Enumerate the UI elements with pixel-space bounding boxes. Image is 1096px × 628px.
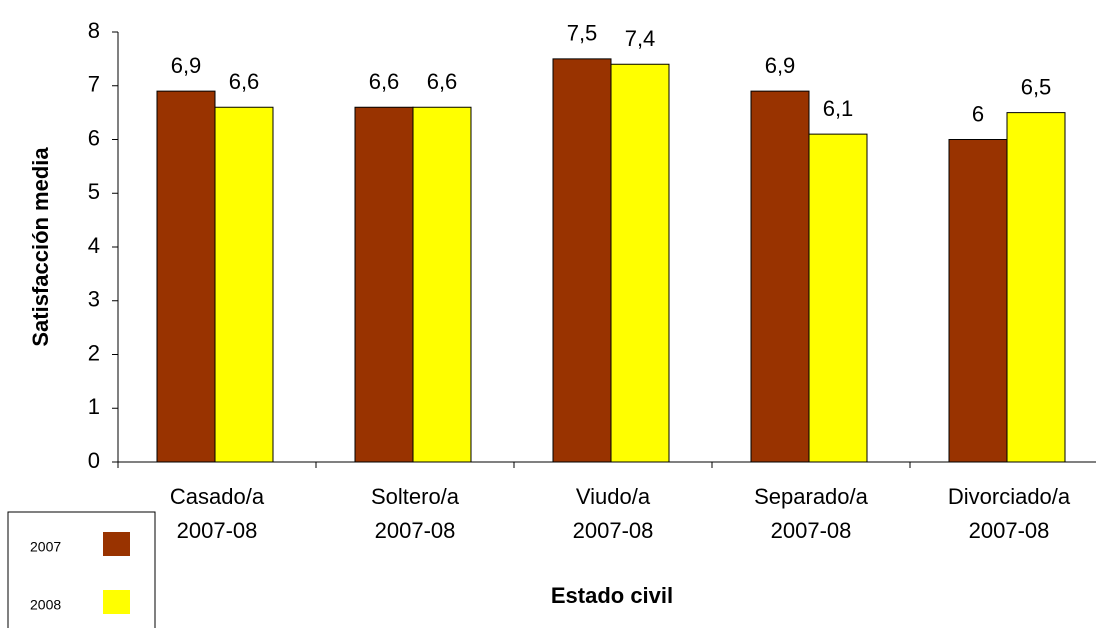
value-label: 6,9 [171,53,202,78]
value-label: 6,6 [369,69,400,94]
value-label: 6 [972,101,984,126]
value-label: 6,5 [1021,74,1052,99]
y-tick-label: 0 [88,448,100,473]
bar [808,133,868,463]
value-label: 6,6 [229,69,260,94]
bar [750,90,810,463]
legend-swatch [103,532,130,556]
bar [1006,112,1066,463]
bar [214,106,274,463]
bar [354,106,414,463]
x-tick-label: Viudo/a [576,484,651,509]
x-tick-label: 2007-08 [969,518,1050,543]
x-tick-label: Soltero/a [371,484,460,509]
bar [552,58,612,463]
x-tick-label: Casado/a [170,484,265,509]
x-tick-label: 2007-08 [177,518,258,543]
bar [412,106,472,463]
value-label: 6,6 [427,69,458,94]
bar [948,139,1008,463]
y-tick-label: 5 [88,179,100,204]
y-tick-label: 6 [88,125,100,150]
legend-label: 2008 [30,597,61,613]
legend-swatch [103,590,130,614]
value-label: 7,4 [625,26,656,51]
y-tick-label: 7 [88,72,100,97]
bar [156,90,216,463]
bar [610,63,670,463]
y-tick-label: 2 [88,340,100,365]
y-tick-label: 3 [88,287,100,312]
y-tick-label: 8 [88,18,100,43]
value-label: 6,9 [765,53,796,78]
x-tick-label: 2007-08 [375,518,456,543]
y-axis-title: Satisfacción media [28,147,53,347]
x-axis-title: Estado civil [551,583,673,608]
legend-box [7,511,156,628]
x-tick-label: 2007-08 [573,518,654,543]
x-tick-label: 2007-08 [771,518,852,543]
value-label: 7,5 [567,21,598,46]
y-tick-label: 1 [88,394,100,419]
x-tick-label: Divorciado/a [948,484,1071,509]
y-tick-label: 4 [88,233,100,258]
x-tick-label: Separado/a [754,484,869,509]
legend-label: 2007 [30,539,61,555]
value-label: 6,1 [823,96,854,121]
